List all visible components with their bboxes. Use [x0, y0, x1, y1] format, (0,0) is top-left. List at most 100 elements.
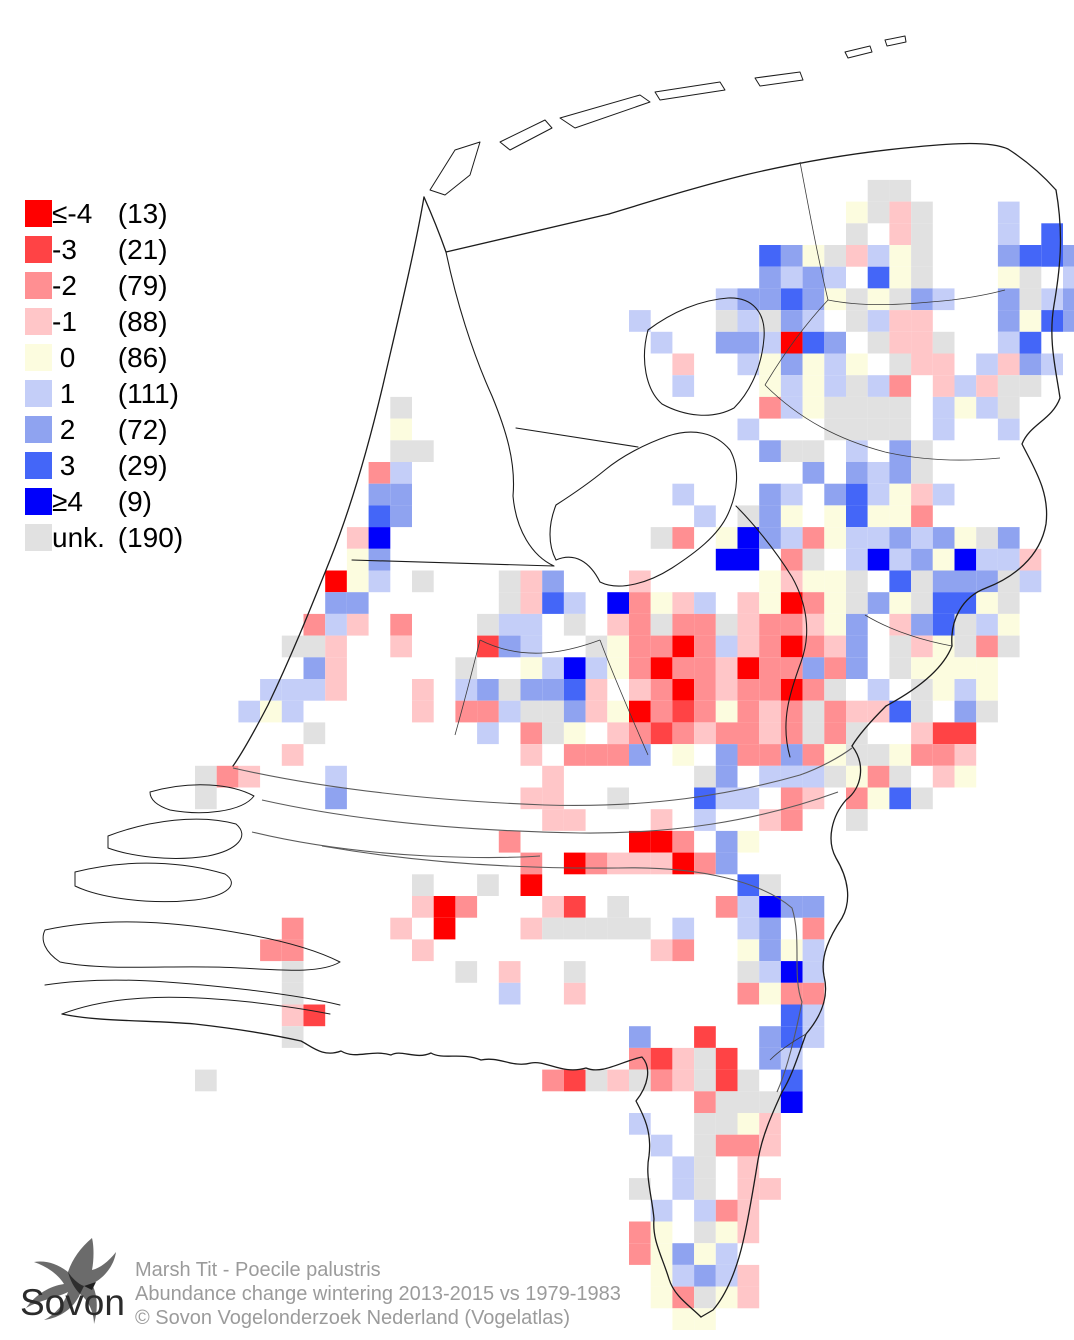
grid-cell — [520, 917, 543, 940]
grid-cell — [607, 722, 629, 745]
grid-cell — [737, 635, 760, 658]
grid-cell — [455, 896, 478, 918]
grid-cell — [629, 1221, 651, 1244]
grid-cell — [802, 1026, 825, 1048]
grid-cell — [997, 331, 1020, 354]
grid-cell — [846, 527, 868, 549]
grid-cell — [281, 1004, 304, 1027]
legend-swatch — [25, 272, 52, 299]
grid-cell — [911, 245, 933, 267]
grid-cell — [694, 1178, 716, 1200]
grid-cell — [650, 1243, 673, 1265]
grid-cell — [585, 917, 608, 940]
grid-cell — [846, 201, 868, 224]
grid-cell — [368, 483, 391, 506]
legend-swatch — [25, 200, 52, 227]
grid-cell — [563, 961, 586, 983]
grid-cell — [737, 657, 760, 679]
grid-cell — [759, 440, 781, 462]
grid-cell — [932, 679, 955, 701]
grid-cell — [715, 1069, 738, 1092]
grid-cell — [455, 961, 478, 983]
grid-cell — [607, 852, 629, 875]
grid-cell — [563, 679, 586, 701]
grid-cell — [520, 635, 543, 658]
grid-cell — [889, 592, 912, 614]
grid-cell — [694, 787, 716, 810]
grid-cell — [780, 1091, 803, 1113]
grid-cell — [976, 613, 998, 636]
grid-cell — [780, 809, 803, 831]
grid-cell — [846, 440, 868, 462]
grid-cell — [650, 527, 673, 549]
grid-cell — [802, 1004, 825, 1027]
grid-cell — [737, 505, 760, 528]
grid-cell — [542, 679, 564, 701]
grid-cell — [737, 744, 760, 766]
grid-cell — [802, 548, 825, 571]
grid-cell — [1019, 288, 1042, 311]
grid-cell — [672, 1243, 695, 1265]
grid-cell — [629, 1178, 651, 1200]
grid-cell — [997, 635, 1020, 658]
grid-cell — [846, 787, 868, 810]
grid-cell — [780, 483, 803, 506]
grid-cell — [889, 570, 912, 593]
grid-cell — [954, 548, 977, 571]
legend-label: -1 (88) — [52, 306, 168, 337]
grid-cell — [629, 310, 651, 332]
grid-cell — [1063, 310, 1074, 332]
grid-cell — [694, 1221, 716, 1244]
legend-label: -3 (21) — [52, 234, 168, 265]
grid-cell — [802, 353, 825, 376]
grid-cell — [412, 440, 434, 462]
grid-cell — [889, 483, 912, 506]
grid-cell — [281, 700, 304, 723]
grid-cell — [780, 1069, 803, 1092]
grid-cell — [824, 700, 846, 723]
grid-cell — [216, 765, 239, 788]
grid-cell — [672, 635, 695, 658]
grid-cell — [477, 874, 499, 896]
grid-cell — [802, 331, 825, 354]
grid-cell — [824, 679, 846, 701]
grid-cell — [780, 896, 803, 918]
grid-cell — [889, 700, 912, 723]
grid-cell — [780, 635, 803, 658]
grid-cell — [1019, 245, 1042, 267]
grid-cell — [694, 1286, 716, 1309]
grid-cell — [412, 679, 434, 701]
grid-cell — [932, 288, 955, 311]
grid-cell — [542, 1069, 564, 1092]
grid-cell — [1019, 375, 1042, 397]
grid-cell — [650, 331, 673, 354]
grid-cell — [954, 396, 977, 419]
grid-cell — [672, 1264, 695, 1287]
grid-cell — [368, 527, 391, 549]
grid-cell — [542, 570, 564, 593]
grid-cell — [694, 700, 716, 723]
map-grid — [195, 179, 1074, 1330]
grid-cell — [824, 570, 846, 593]
grid-cell — [997, 353, 1020, 376]
grid-cell — [780, 548, 803, 571]
grid-cell — [629, 679, 651, 701]
grid-cell — [846, 765, 868, 788]
grid-cell — [260, 700, 282, 723]
sovon-logo-text: Sovon — [20, 1282, 125, 1323]
grid-cell — [303, 613, 326, 636]
grid-cell — [650, 1264, 673, 1287]
grid-cell — [715, 527, 738, 549]
grid-cell — [1019, 266, 1042, 289]
grid-cell — [976, 527, 998, 549]
grid-cell — [607, 613, 629, 636]
grid-cell — [932, 548, 955, 571]
grid-cell — [455, 700, 478, 723]
grid-cell — [802, 635, 825, 658]
grid-cell — [976, 375, 998, 397]
grid-cell — [672, 353, 695, 376]
grid-cell — [911, 548, 933, 571]
grid-cell — [759, 635, 781, 658]
grid-cell — [846, 245, 868, 267]
grid-cell — [520, 852, 543, 875]
